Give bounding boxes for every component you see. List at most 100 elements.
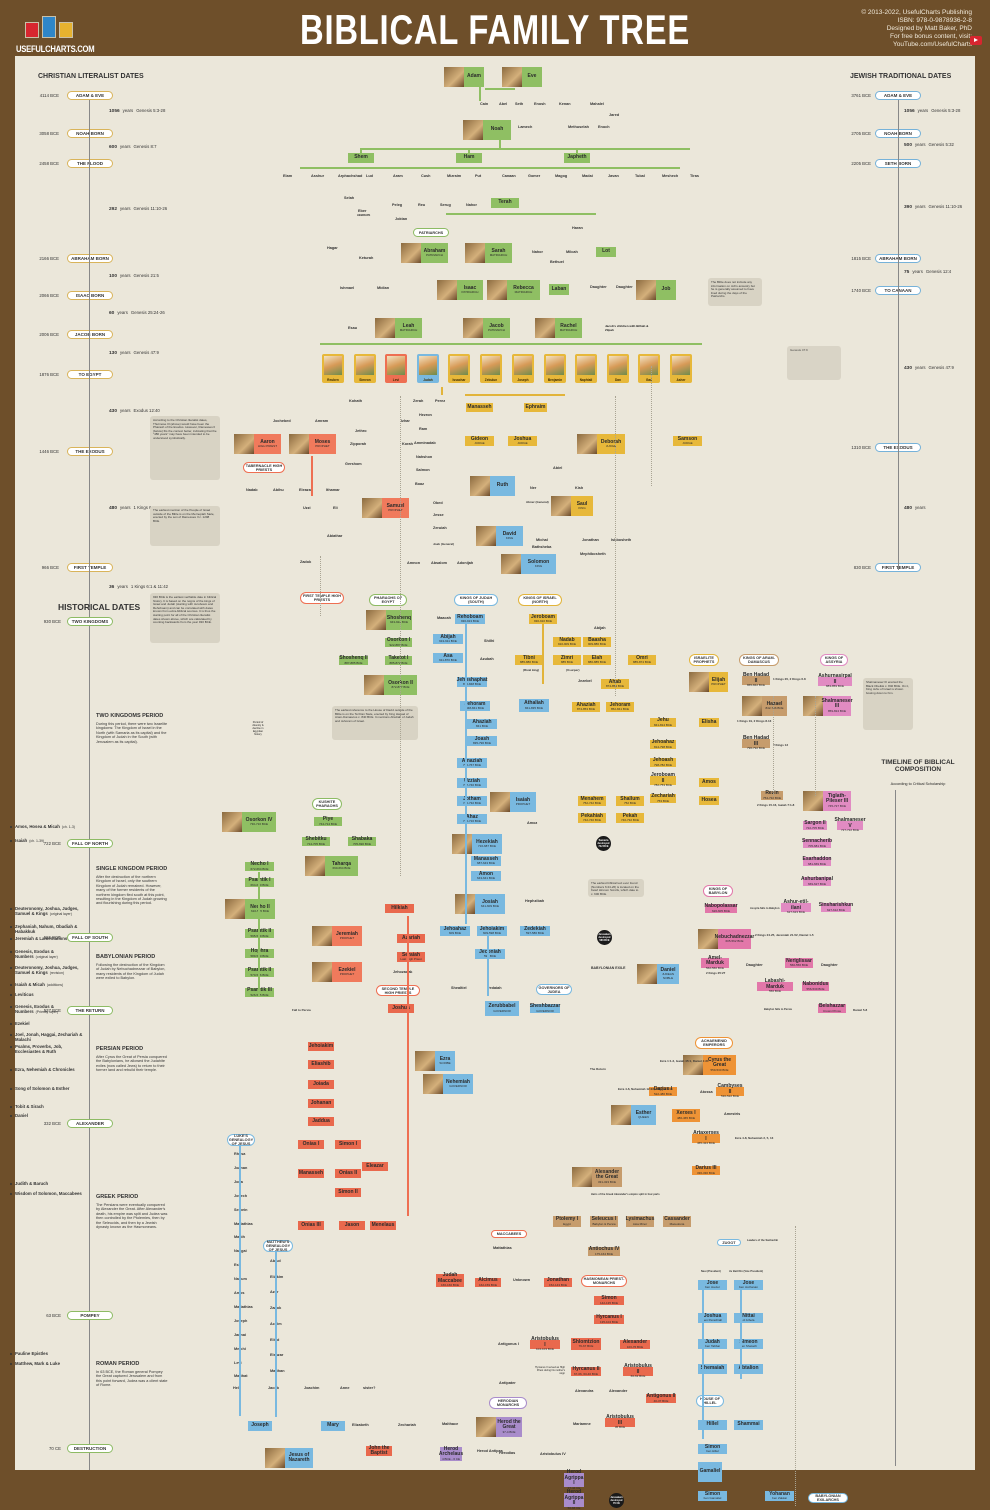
- judah-king-13[interactable]: Amon 643-641 BCE: [471, 871, 501, 881]
- second-priest-4[interactable]: Johanan: [308, 1099, 334, 1108]
- hillel-4[interactable]: Simon ben Gamaliel: [698, 1491, 727, 1501]
- zugot-5[interactable]: Simeon ben Shetach: [734, 1339, 763, 1349]
- israel-king-14[interactable]: Zechariah 753 BCE: [650, 793, 676, 803]
- judah-king-1[interactable]: Abijah 913-911 BCE: [433, 634, 463, 644]
- zugot-7[interactable]: Abtalion: [734, 1364, 763, 1374]
- hasmonean-6[interactable]: Aristobulus II 66-63 BCE: [623, 1364, 653, 1378]
- tribe-judah[interactable]: Judah: [417, 354, 439, 383]
- persia-king-5[interactable]: Darius III 336-330 BCE: [692, 1165, 720, 1175]
- rebecca-node[interactable]: Rebecca MATRIARCH: [507, 280, 540, 300]
- hillel-5[interactable]: Yohanan ben Zakkai: [765, 1491, 794, 1501]
- kushite-king-1[interactable]: Piye 744-714 BCE: [314, 816, 342, 826]
- prophets-group[interactable]: ISRAELITE PROPHETS: [689, 654, 719, 666]
- jesus-node[interactable]: Jesus of Nazareth: [285, 1448, 313, 1468]
- assyria-group[interactable]: KINGS OF ASSYRIA: [820, 654, 848, 666]
- assyria-king-9[interactable]: Sinsharishkun 627-612 BCE: [819, 902, 853, 912]
- judge-node-2[interactable]: Deborah JUDGE: [597, 434, 625, 454]
- ezekiel-node[interactable]: Ezekiel PROPHET: [332, 962, 362, 982]
- israel-king-18[interactable]: Pekah 740-732 BCE: [616, 813, 644, 823]
- zerubbabel-node[interactable]: Zerubbabel GOVERNOR: [485, 1001, 519, 1016]
- tribe-simeon[interactable]: Simeon: [354, 354, 376, 383]
- zugot-group[interactable]: ZUGOT: [717, 1239, 741, 1246]
- israel-king-16[interactable]: Menahem 752-742 BCE: [578, 796, 606, 806]
- persia-king-3[interactable]: Xerxes I 486-465 BCE: [672, 1109, 700, 1122]
- son-of-noah-1[interactable]: Ham: [456, 153, 482, 163]
- judah-king-8[interactable]: Uzziah 767-740 BCE: [457, 778, 487, 788]
- second-priest-12[interactable]: Onias III: [298, 1221, 324, 1230]
- diadochi-0[interactable]: Ptolemy I Egypt: [553, 1216, 581, 1227]
- egypt-king-2[interactable]: Takelot I 885-872 BCE: [385, 655, 412, 665]
- isaiah-node[interactable]: Isaiah PROPHET: [510, 792, 536, 812]
- hillel-group[interactable]: HOUSE OF HILLEL: [696, 1395, 724, 1407]
- jewish-event-0[interactable]: ADAM & EVE: [875, 91, 921, 100]
- judah-king-15[interactable]: Jehoahaz 609 BCE: [440, 926, 470, 936]
- herodian-0[interactable]: Herod Archelaus 4 BCE - 6 CE: [439, 1446, 463, 1461]
- judah-king-4[interactable]: Jehoram 848-841 BCE: [460, 701, 490, 711]
- persia-king-2[interactable]: Cambyses II 530-522 BCE: [716, 1084, 744, 1098]
- saul-node[interactable]: Saul KING: [571, 496, 593, 516]
- hillel-3[interactable]: Gamaliel: [698, 1462, 722, 1482]
- kushite-king-3[interactable]: Shabaka 705-690 BCE: [348, 836, 376, 846]
- jeremiah-node[interactable]: Jeremiah PROPHET: [332, 926, 362, 946]
- second-priest-1[interactable]: Jehoiakim: [308, 1042, 334, 1051]
- nehemiah-node[interactable]: Nehemiah GOVERNOR: [443, 1074, 473, 1094]
- diadochi-2[interactable]: Lysimachus Asia Minor: [626, 1216, 654, 1227]
- maccabee-1[interactable]: Alcimus 162-159 BCE: [475, 1277, 501, 1287]
- second-priest-9[interactable]: Manasseh: [298, 1169, 324, 1178]
- historical-event-0[interactable]: TWO KINGDOMS: [67, 617, 113, 626]
- israel-king-13[interactable]: Jeroboam II 782-753 BCE: [650, 773, 676, 787]
- babylon-king-3[interactable]: Neriglissar 560-556 BCE: [785, 958, 813, 968]
- historical-event-2[interactable]: FALL OF SOUTH: [67, 933, 113, 942]
- matthew-genealogy-group[interactable]: MATTHEW'S GENEALOGY OF JESUS: [263, 1240, 293, 1252]
- tribe-asher[interactable]: Asher: [670, 354, 692, 383]
- israel-king-10[interactable]: Jehu 841-814 BCE: [650, 717, 676, 727]
- tribe-dan[interactable]: Dan: [607, 354, 629, 383]
- isaac-node[interactable]: Isaac PATRIARCH: [457, 280, 483, 300]
- timeline-event-5[interactable]: JACOB BORN: [67, 330, 113, 339]
- israel-king-1[interactable]: Nadab 910-909 BCE: [553, 637, 581, 647]
- second-priest-13[interactable]: Jason: [339, 1221, 365, 1230]
- second-priest-6[interactable]: Onias I: [298, 1140, 324, 1149]
- assyria-king-7[interactable]: Ashurbanipal 669-627 BCE: [801, 876, 833, 886]
- timeline-event-1[interactable]: NOAH BORN: [67, 129, 113, 138]
- israel-king-0[interactable]: Jeroboam 930-910 BCE: [529, 614, 557, 624]
- israel-king-15[interactable]: Shallum 752 BCE: [616, 796, 644, 806]
- judah-king-12[interactable]: Manasseh 687-643 BCE: [471, 856, 501, 866]
- hasmonean-3[interactable]: Shlomtzion 76-67 BCE: [571, 1338, 601, 1350]
- second-priest-10[interactable]: Onias II: [335, 1169, 361, 1178]
- zugot-1[interactable]: Jose ben Jochanan: [734, 1280, 763, 1290]
- priest2-1[interactable]: Azariah: [397, 934, 425, 943]
- kushite-king-4[interactable]: Taharqa 690-664 BCE: [325, 856, 358, 876]
- aram-group[interactable]: KINGS OF ARAM-DAMASCUS: [739, 654, 779, 666]
- moses-node[interactable]: Moses PROPHET: [309, 434, 336, 454]
- historical-event-5[interactable]: POMPEY: [67, 1311, 113, 1320]
- judah-king-0[interactable]: Rehoboam 930-913 BCE: [455, 614, 485, 624]
- ruth-node[interactable]: Ruth: [490, 476, 515, 496]
- governors-group[interactable]: GOVERNORS OF JUDEA: [536, 984, 572, 995]
- john-baptist-node[interactable]: John the Baptist: [366, 1445, 392, 1456]
- hasmonean-4[interactable]: Alexander 103-76 BCE: [620, 1339, 650, 1349]
- tribe-naphtali[interactable]: Naphtali: [575, 354, 597, 383]
- second-priest-7[interactable]: Simon I: [335, 1140, 361, 1149]
- assyria-king-5[interactable]: Sennacherib 705-681 BCE: [802, 838, 832, 848]
- zugot-6[interactable]: Shemaiah: [698, 1364, 727, 1374]
- tribe-joseph[interactable]: Joseph: [512, 354, 534, 383]
- aaron-node[interactable]: Aaron HIGH PRIEST: [254, 434, 281, 454]
- son-of-noah-2[interactable]: Japheth: [564, 153, 590, 163]
- hasmonean-5[interactable]: Hyrcanus II 67-66, 63-40 BCE: [571, 1366, 601, 1376]
- herod-node[interactable]: Herod the Great 37-4 BCE: [496, 1417, 522, 1437]
- maccabees-group[interactable]: MACCABEES: [491, 1230, 527, 1238]
- babylon-king-2[interactable]: Amel-Marduk 562-560 BCE: [701, 955, 729, 970]
- aram-king-1[interactable]: Hazael 842-796 BCE: [762, 696, 787, 716]
- hasmonean-0[interactable]: Simon 142-135 BCE: [594, 1295, 624, 1305]
- judah-king-16[interactable]: Jehoiakim 609-598 BCE: [477, 926, 507, 936]
- assyria-king-4[interactable]: Shalmaneser V 727-722 BCE: [834, 818, 865, 832]
- herodian-group[interactable]: HERODIAN MONARCHS: [489, 1397, 527, 1409]
- israel-king-3[interactable]: Elah 886-885 BCE: [583, 655, 611, 665]
- ephraim-node[interactable]: Ephraim: [524, 403, 547, 412]
- elijah-node[interactable]: Elijah PROPHET: [709, 672, 728, 692]
- hillel-1[interactable]: Shammai: [734, 1420, 763, 1430]
- persia-king-4[interactable]: Artaxerxes I 465-424 BCE: [692, 1131, 720, 1145]
- usefulcharts-logo[interactable]: USEFULCHARTS.COM: [16, 10, 95, 54]
- hillel-2[interactable]: Simon ben Hillel: [698, 1444, 727, 1454]
